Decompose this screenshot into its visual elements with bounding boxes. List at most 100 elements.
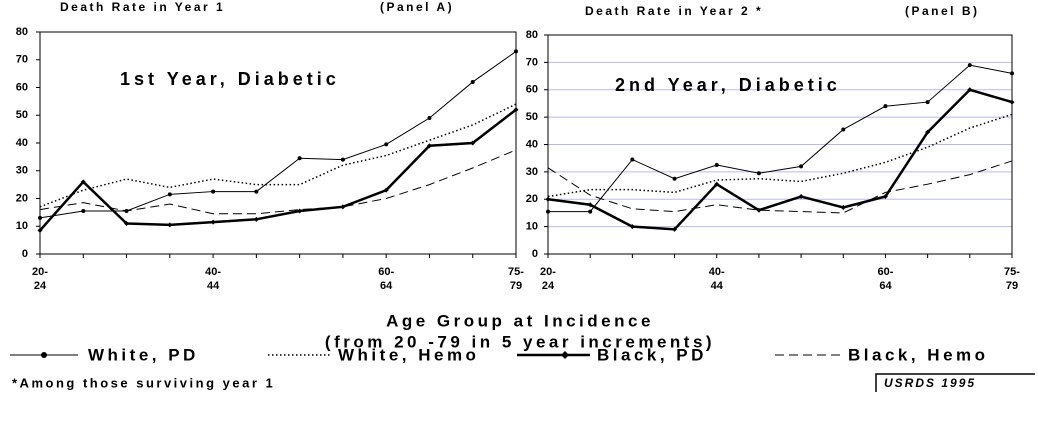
y-tick-label: 10 [16,220,28,232]
legend-marker [561,351,569,359]
marker [756,171,761,176]
marker [925,100,930,105]
y-tick-label: 0 [532,248,538,260]
marker [798,194,804,200]
series-line [547,113,1013,198]
x-axis-label: Age Group at Incidence [386,311,654,330]
y-tick-label: 70 [526,56,538,68]
marker [925,129,931,135]
legend-marker [41,352,47,358]
annotation: 2nd Year, Diabetic [615,75,841,95]
legend-label: White, PD [88,345,199,364]
source-box [875,373,1035,392]
marker [629,224,635,230]
y-tick-label: 40 [526,138,538,150]
marker [967,87,973,93]
marker [840,204,846,210]
plot-frame [39,31,517,255]
panel-label: (Panel B) [905,4,980,18]
marker [167,222,173,228]
legend-label: Black, Hemo [848,345,989,364]
y-tick-label: 20 [16,192,28,204]
marker [297,208,303,214]
x-tick-label: 75-79 [508,266,524,292]
marker [714,163,719,168]
y-tick-label: 30 [16,165,28,177]
marker [672,226,678,232]
marker [210,219,216,225]
marker [254,189,259,194]
marker [513,107,519,113]
marker [799,164,804,169]
marker [211,189,216,194]
y-tick-label: 70 [16,54,28,66]
marker [384,142,389,147]
marker [882,194,888,200]
series-line [547,88,1013,231]
y-tick-label: 60 [526,84,538,96]
marker [630,157,635,162]
chart-title: Death Rate in Year 2 * [585,4,763,18]
marker [587,202,593,208]
marker [340,157,345,162]
x-tick-label: 60-64 [378,266,395,292]
y-tick-label: 40 [16,137,28,149]
series-line [39,149,517,215]
marker [588,209,593,214]
marker [297,156,302,161]
x-tick-label: 40-44 [205,266,222,292]
marker [883,104,888,109]
series-line [39,51,517,219]
legend-label: Black, PD [597,345,707,364]
marker [967,63,972,68]
y-tick-label: 50 [16,109,28,121]
marker [80,179,86,185]
marker [470,140,476,146]
y-tick-label: 80 [16,26,28,38]
marker [38,215,42,220]
series-line [547,160,1013,214]
y-tick-label: 10 [526,221,538,233]
marker [841,127,846,132]
marker [756,207,762,213]
marker [253,216,259,222]
x-tick-label: 40-44 [708,266,725,292]
marker [81,208,86,213]
panel-label: (Panel A) [380,0,454,14]
chart-title: Death Rate in Year 1 [60,0,225,14]
marker [427,116,432,121]
annotation: 1st Year, Diabetic [120,69,340,89]
series-line [548,64,1013,213]
marker [470,79,475,84]
plot-frame [547,34,1013,255]
x-axis-label: (from 20 -79 in 5 year increments) [325,332,715,351]
x-tick-label: 20-24 [32,266,48,292]
y-tick-label: 50 [526,111,538,123]
marker [426,143,432,149]
marker [514,49,518,54]
marker [167,192,172,197]
marker [124,220,130,226]
marker [1009,99,1015,105]
y-tick-label: 80 [526,29,538,41]
x-tick-label: 60-64 [877,266,894,292]
marker [714,181,720,187]
footnote: *Among those surviving year 1 [12,375,275,390]
marker [545,196,551,202]
marker [546,209,550,214]
y-tick-label: 20 [526,193,538,205]
y-tick-label: 0 [22,248,28,260]
series-line [39,103,517,208]
x-tick-label: 75-79 [1004,266,1020,292]
marker [37,227,43,233]
marker [383,187,389,193]
legend-label: White, Hemo [338,345,479,364]
marker [340,204,346,210]
marker [1010,71,1014,76]
y-tick-label: 60 [16,81,28,93]
series-line [39,108,517,232]
y-tick-label: 30 [526,166,538,178]
source: USRDS 1995 [884,376,976,390]
